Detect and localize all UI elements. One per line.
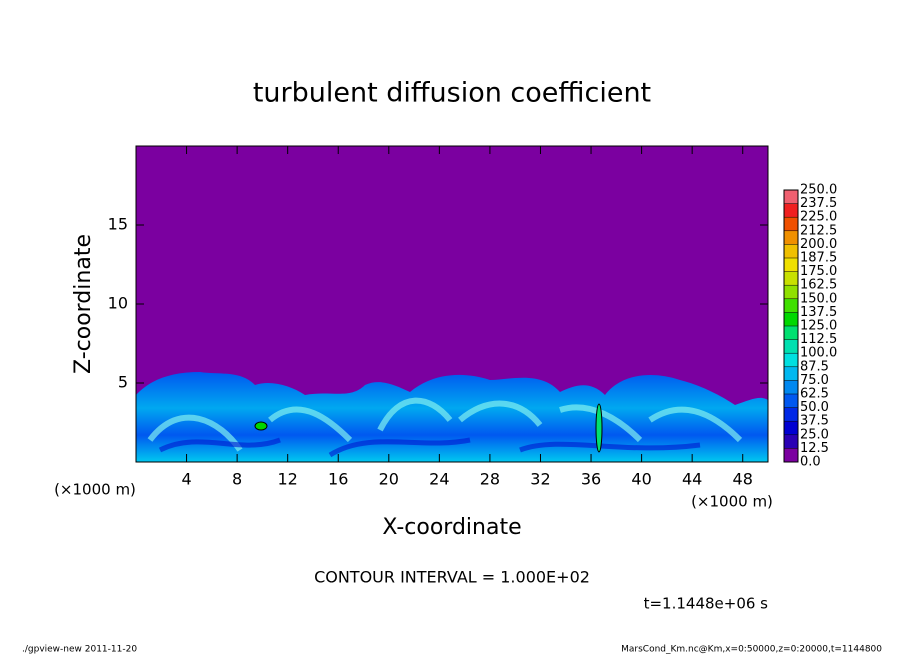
colorbar-segment bbox=[784, 230, 798, 245]
colorbar-segment bbox=[784, 258, 798, 272]
colorbar-segment bbox=[784, 448, 798, 462]
x-tick-label: 20 bbox=[379, 470, 399, 489]
x-tick-label: 12 bbox=[278, 470, 298, 489]
colorbar-label: 62.5 bbox=[800, 387, 829, 402]
colorbar-segment bbox=[784, 380, 798, 394]
colorbar-label: 237.5 bbox=[800, 196, 837, 211]
x-unit: (×1000 m) bbox=[691, 493, 773, 511]
colorbar-segment bbox=[784, 326, 798, 340]
colorbar-label: 112.5 bbox=[800, 332, 837, 347]
x-tick-label: 40 bbox=[631, 470, 651, 489]
colorbar-segment bbox=[784, 339, 798, 354]
colorbar-label: 75.0 bbox=[800, 373, 829, 388]
colorbar-label: 125.0 bbox=[800, 319, 837, 334]
x-tick-label: 36 bbox=[581, 470, 601, 489]
boundary-layer bbox=[136, 372, 768, 462]
colorbar-label: 0.0 bbox=[800, 455, 821, 470]
contour-interval: CONTOUR INTERVAL = 1.000E+02 bbox=[314, 568, 590, 587]
chart-title: turbulent diffusion coefficient bbox=[253, 78, 651, 109]
x-axis-label: X-coordinate bbox=[382, 515, 521, 540]
eddy bbox=[147, 397, 743, 452]
y-tick-label: 15 bbox=[108, 215, 128, 234]
colorbar-label: 187.5 bbox=[800, 251, 837, 266]
eddy bbox=[158, 437, 701, 458]
colorbar-label: 200.0 bbox=[800, 237, 837, 252]
y-tick-label: 10 bbox=[108, 294, 128, 313]
x-unit: (×1000 m) bbox=[54, 481, 136, 499]
colorbar-label: 212.5 bbox=[800, 223, 837, 238]
colorbar-label: 37.5 bbox=[800, 414, 829, 429]
colorbar-label: 25.0 bbox=[800, 427, 829, 442]
x-tick-label: 24 bbox=[429, 470, 449, 489]
colorbar-label: 150.0 bbox=[800, 291, 837, 306]
colorbar-label: 100.0 bbox=[800, 346, 837, 361]
contour bbox=[254, 421, 268, 431]
colorbar-segment bbox=[784, 312, 798, 326]
x-tick-label: 8 bbox=[232, 470, 242, 489]
field bbox=[136, 372, 768, 462]
x-tick-label: 32 bbox=[530, 470, 550, 489]
colorbar-segment bbox=[784, 298, 798, 313]
y-axis-label: Z-coordinate bbox=[71, 234, 96, 374]
colorbar-segment bbox=[784, 421, 798, 435]
colorbar-segment bbox=[784, 217, 798, 231]
x-tick-label: 48 bbox=[733, 470, 753, 489]
x-tick-label: 44 bbox=[682, 470, 702, 489]
footer-left: ./gpview-new 2011-11-20 bbox=[22, 645, 137, 654]
time-label: t=1.1448e+06 s bbox=[644, 595, 769, 613]
colorbar-label: 175.0 bbox=[800, 264, 837, 279]
colorbar-segment bbox=[784, 394, 798, 408]
colorbar-segment bbox=[784, 190, 798, 204]
x-tick-label: 16 bbox=[328, 470, 348, 489]
colorbar-label: 162.5 bbox=[800, 278, 837, 293]
colorbar-label: 87.5 bbox=[800, 359, 829, 374]
colorbar-segment bbox=[784, 353, 798, 367]
colorbar-segment bbox=[784, 366, 798, 381]
colorbar-segment bbox=[784, 271, 798, 286]
colorbar-segment bbox=[784, 285, 798, 299]
colorbar-segment bbox=[784, 434, 798, 449]
colorbar-label: 12.5 bbox=[800, 441, 829, 456]
x-tick-label: 4 bbox=[181, 470, 191, 489]
colorbar-segment bbox=[784, 407, 798, 422]
colorbar-label: 250.0 bbox=[800, 183, 837, 198]
colorbar-label: 50.0 bbox=[800, 400, 829, 415]
footer-right: MarsCond_Km.nc@Km,x=0:50000,z=0:20000,t=… bbox=[621, 645, 882, 654]
x-tick-label: 28 bbox=[480, 470, 500, 489]
y-tick-label: 5 bbox=[118, 373, 128, 392]
colorbar-label: 225.0 bbox=[800, 210, 837, 225]
colorbar-segment bbox=[784, 244, 798, 258]
contour bbox=[595, 403, 603, 453]
colorbar-label: 137.5 bbox=[800, 305, 837, 320]
colorbar-segment bbox=[784, 203, 798, 218]
